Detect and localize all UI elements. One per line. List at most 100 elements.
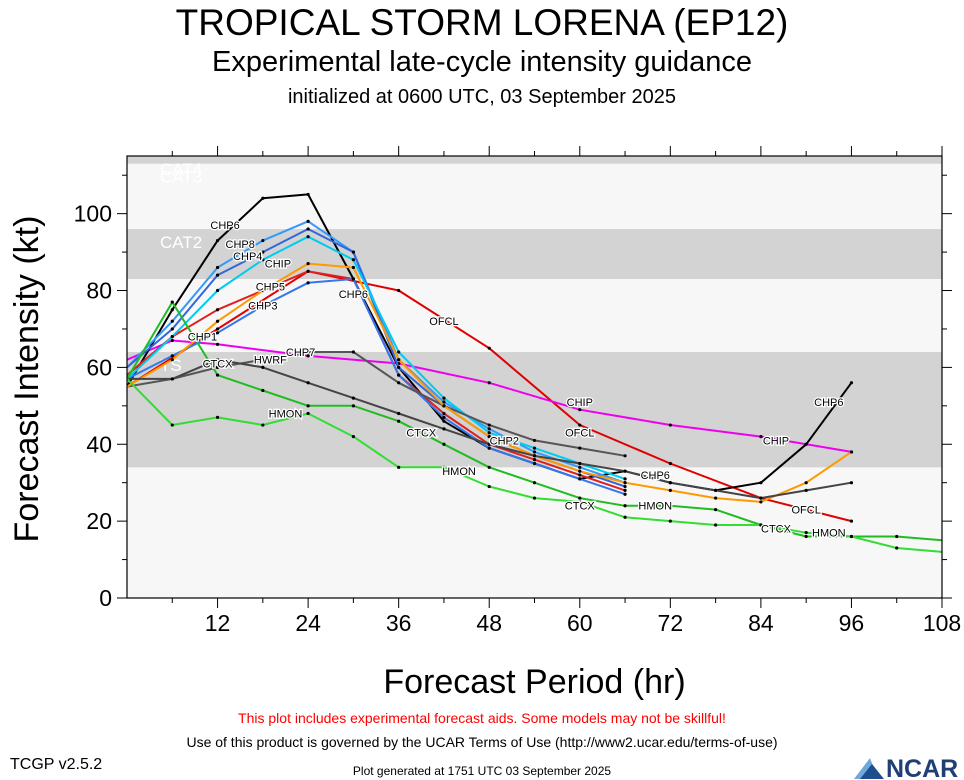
series-line-chp2: [127, 235, 626, 480]
series-point-hwrf: [306, 381, 310, 385]
series-point-chp6: [849, 381, 854, 385]
series-point-ofcl: [668, 461, 672, 466]
series-point-chp8: [578, 465, 582, 469]
series-label-chp1: CHP1: [188, 331, 217, 343]
series-point-chip: [170, 338, 174, 343]
series-point-chp2: [532, 446, 537, 450]
series-point-chip: [306, 354, 310, 358]
series-point-ofcl: [397, 288, 401, 293]
series-point-chp3: [487, 446, 491, 450]
series-point-chp1: [351, 265, 355, 270]
series-point-chp5: [306, 269, 310, 273]
series-point-ctcx: [170, 300, 174, 304]
x-tick-label: 108: [923, 610, 961, 636]
category-label-cat4: CAT4: [160, 160, 202, 179]
y-tick-label: 0: [99, 585, 112, 611]
series-point-ctcx: [668, 504, 672, 508]
terms-of-use-link[interactable]: Use of this product is governed by the U…: [186, 734, 778, 750]
series-point-chp6: [170, 308, 174, 312]
series-point-chp3: [261, 304, 265, 308]
series-point-chp7: [532, 438, 537, 443]
series-point-chp6: [306, 192, 310, 197]
series-point-hmon: [668, 519, 672, 523]
series-point-chp3: [442, 415, 446, 419]
series-point-hmon: [397, 465, 401, 469]
series-point-hmon: [578, 500, 582, 504]
series-point-chp5: [623, 488, 627, 492]
series-line-chip: [127, 339, 852, 453]
series-point-hwrf: [668, 481, 672, 485]
series-point-ofcl: [578, 423, 582, 427]
series-point-chp1: [487, 434, 491, 439]
series-point-chp4: [170, 327, 174, 331]
series-point-chp7: [306, 350, 310, 354]
series-point-hmon: [849, 534, 854, 539]
series-point-hmon: [170, 423, 174, 427]
series-label-hmon: HMON: [812, 528, 846, 540]
series-point-chp3: [170, 354, 174, 358]
x-tick-label: 48: [476, 610, 502, 636]
series-point-chp7: [578, 446, 582, 450]
series-label-ctcx: CTCX: [565, 501, 596, 513]
series-point-chp1: [215, 319, 220, 323]
series-point-chp3: [532, 461, 537, 466]
series-label-chp6: CHP6: [210, 220, 239, 232]
series-label-chip: CHIP: [763, 435, 789, 447]
series-point-chp7: [215, 365, 220, 369]
series-point-ctcx: [804, 534, 808, 539]
series-point-ofcl: [215, 327, 220, 331]
series-point-chp5: [215, 308, 220, 312]
series-point-hwrf: [487, 442, 491, 446]
series-point-chp4: [261, 250, 265, 254]
series-point-chp3: [623, 492, 627, 496]
series-point-hwrf: [532, 454, 537, 458]
series-point-chp3: [351, 277, 355, 281]
series-point-chp7: [261, 358, 265, 362]
series-point-hwrf: [170, 377, 174, 381]
series-point-hmon: [895, 546, 899, 550]
series-point-chp3: [215, 331, 220, 335]
series-point-chp1: [306, 262, 310, 266]
category-label-cat3: CAT3: [160, 168, 202, 187]
series-point-chp1: [668, 488, 672, 492]
series-point-hmon: [442, 465, 446, 469]
series-point-chp1: [623, 481, 627, 485]
series-point-chp8: [261, 238, 265, 243]
series-label-chp6: CHP6: [339, 289, 368, 301]
series-point-chp2: [261, 258, 265, 262]
series-point-chp1: [714, 496, 718, 500]
series-point-chp8: [532, 450, 537, 454]
series-label-chp7: CHP7: [286, 347, 315, 359]
series-point-chp7: [351, 350, 355, 354]
series-point-chp1: [759, 500, 763, 504]
series-point-chp5: [578, 473, 582, 477]
category-band-ts: [127, 352, 942, 468]
series-point-hwrf: [215, 358, 220, 362]
series-label-hmon: HMON: [442, 466, 476, 478]
series-point-ctcx: [487, 465, 491, 469]
series-point-ofcl: [487, 346, 491, 350]
series-point-chp8: [487, 427, 491, 431]
x-tick-label: 36: [386, 610, 412, 636]
series-label-chp6: CHP6: [814, 397, 843, 409]
category-label-ts: TS: [160, 356, 182, 375]
y-tick-label: 40: [86, 431, 112, 457]
series-point-chp5: [532, 458, 537, 462]
series-label-ctcx: CTCX: [406, 428, 437, 440]
disclaimer-text: This plot includes experimental forecast…: [238, 710, 726, 726]
series-point-hwrf: [397, 411, 401, 416]
series-label-ctcx: CTCX: [761, 524, 792, 536]
series-label-ofcl: OFCL: [791, 504, 820, 516]
series-point-hmon: [306, 411, 310, 416]
series-point-chp6: [759, 481, 763, 485]
series-point-hwrf: [578, 461, 582, 466]
series-point-hmon: [487, 484, 491, 489]
initialized-time: initialized at 0600 UTC, 03 September 20…: [287, 86, 676, 108]
series-point-hwrf: [759, 496, 763, 500]
x-tick-label: 12: [205, 610, 231, 636]
version-label: TCGP v2.5.2: [10, 756, 103, 773]
series-label-chp6: CHP6: [641, 470, 670, 482]
series-point-ctcx: [397, 419, 401, 423]
series-point-ctcx: [714, 508, 718, 512]
series-point-chp4: [306, 227, 310, 231]
